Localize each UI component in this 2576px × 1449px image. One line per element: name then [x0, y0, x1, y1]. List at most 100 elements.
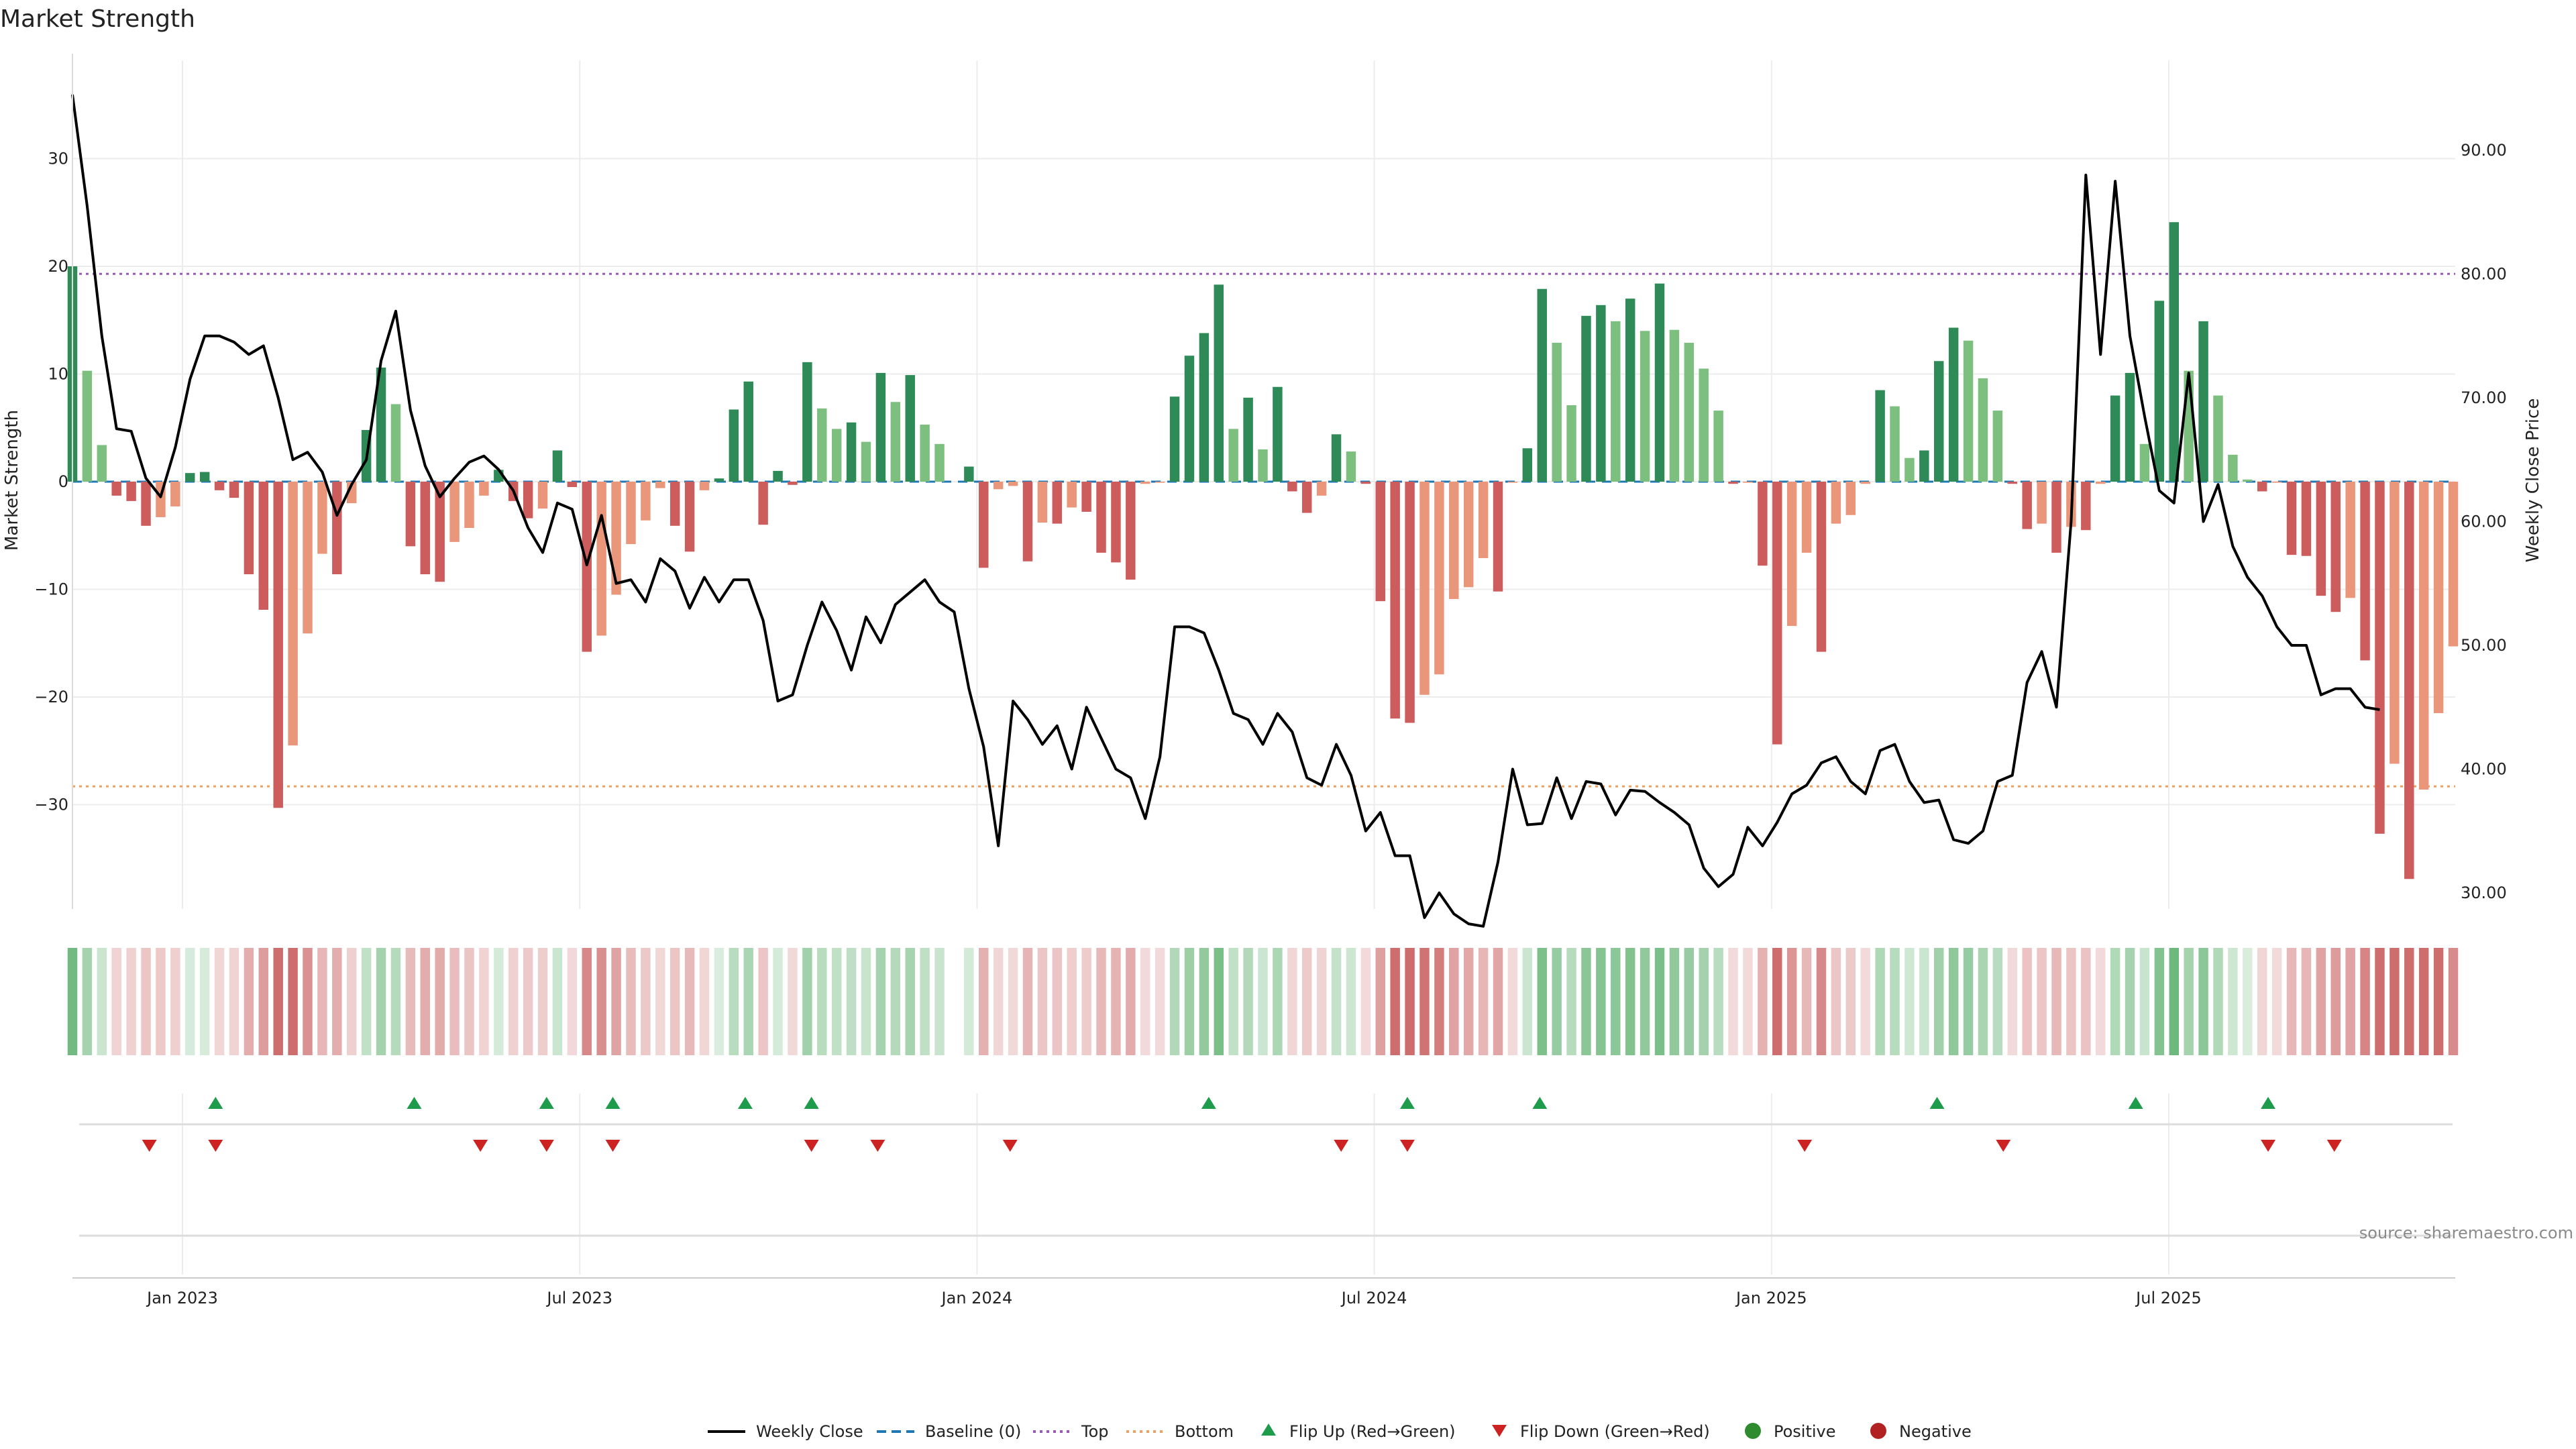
- heat-cell: [537, 948, 548, 1055]
- heat-cell: [817, 948, 827, 1055]
- legend-label: Top: [1081, 1422, 1109, 1441]
- heat-cell: [596, 948, 606, 1055]
- heat-cell: [1978, 948, 1988, 1055]
- strength-bar: [288, 482, 298, 746]
- heat-cell: [361, 948, 372, 1055]
- heat-cell: [449, 948, 460, 1055]
- heat-cell: [1419, 948, 1430, 1055]
- strength-bar: [537, 482, 548, 509]
- strength-bar: [2198, 321, 2208, 482]
- heat-cell: [464, 948, 474, 1055]
- strength-bar: [141, 482, 151, 526]
- strength-bar: [1875, 390, 1885, 482]
- heat-cell: [1537, 948, 1547, 1055]
- strength-bar: [2095, 482, 2106, 484]
- strength-bar: [1625, 299, 1635, 482]
- heat-cell: [1258, 948, 1268, 1055]
- strength-bar: [1346, 451, 1356, 482]
- flip-down-marker: [539, 1140, 554, 1152]
- strength-bar: [846, 422, 857, 482]
- heat-cell: [1067, 948, 1077, 1055]
- heat-cell: [2169, 948, 2179, 1055]
- heat-cell: [1786, 948, 1797, 1055]
- heat-cell: [1934, 948, 1944, 1055]
- strength-bar: [1184, 356, 1195, 482]
- heat-cell: [1199, 948, 1210, 1055]
- strength-bar: [1228, 429, 1238, 482]
- heat-cell: [523, 948, 533, 1055]
- heat-cell: [582, 948, 592, 1055]
- strength-bar: [1052, 482, 1063, 524]
- strength-bar: [2404, 482, 2414, 879]
- heat-cell: [347, 948, 357, 1055]
- strength-bar: [1654, 283, 1665, 482]
- strength-bar: [1684, 342, 1695, 482]
- heat-cell: [2139, 948, 2150, 1055]
- strength-bar: [890, 402, 901, 482]
- strength-bar: [831, 429, 842, 482]
- heat-cell: [258, 948, 269, 1055]
- strength-bar: [1478, 482, 1489, 558]
- legend-label: Negative: [1899, 1422, 1972, 1441]
- strength-bar: [2316, 482, 2326, 596]
- strength-bar: [979, 482, 989, 568]
- heat-cell: [82, 948, 93, 1055]
- chart-title: Market Strength: [0, 5, 195, 33]
- strength-bar: [1390, 482, 1400, 719]
- heat-cell: [1360, 948, 1371, 1055]
- strength-bar: [993, 482, 1004, 490]
- strength-bar: [1081, 482, 1091, 512]
- strength-bar: [1522, 448, 1533, 482]
- heat-cell: [97, 948, 107, 1055]
- source-note: source: sharemaestro.com: [2359, 1224, 2573, 1242]
- heat-cell: [2301, 948, 2312, 1055]
- strength-bar: [449, 482, 460, 542]
- strength-bar: [1713, 411, 1723, 482]
- heat-cell: [1052, 948, 1063, 1055]
- flip-down-marker: [1399, 1140, 1415, 1152]
- strength-bar: [1037, 482, 1048, 523]
- strength-bar: [1919, 450, 1929, 482]
- strength-bar: [669, 482, 680, 526]
- heat-cell: [2448, 948, 2459, 1055]
- weekly-close-line: [71, 94, 2380, 928]
- strength-bar: [1860, 482, 1870, 484]
- legend-label: Positive: [1774, 1422, 1836, 1441]
- heat-cell: [288, 948, 298, 1055]
- heat-cell: [729, 948, 739, 1055]
- heat-cell: [1860, 948, 1870, 1055]
- flip-down-marker: [870, 1140, 885, 1152]
- heat-cell: [669, 948, 680, 1055]
- flip-up-marker: [2128, 1097, 2143, 1109]
- strength-bar: [758, 482, 768, 525]
- heat-cell: [1228, 948, 1238, 1055]
- heat-cell: [479, 948, 489, 1055]
- strength-bar: [2169, 222, 2179, 482]
- strength-bar: [2081, 482, 2091, 531]
- strength-bar: [552, 450, 563, 482]
- axes: 30 20 10 0 −10 −20 −30 90.00 80.00 70.00 60.00 50.0…: [34, 54, 2507, 1307]
- heat-cell: [1243, 948, 1253, 1055]
- strength-bar: [1507, 482, 1518, 483]
- strength-bar: [1111, 482, 1121, 563]
- flip-markers: [79, 1097, 2453, 1237]
- heat-cell: [1699, 948, 1709, 1055]
- heat-cell: [1522, 948, 1533, 1055]
- strength-bar: [1096, 482, 1106, 553]
- heat-cell: [714, 948, 724, 1055]
- heat-cell: [1919, 948, 1929, 1055]
- heat-cell: [2345, 948, 2355, 1055]
- y-tick-label: −10: [34, 580, 68, 599]
- flip-up-marker: [737, 1097, 753, 1109]
- heat-cell: [1331, 948, 1342, 1055]
- heat-cell: [2433, 948, 2444, 1055]
- strength-bar: [1992, 411, 2003, 482]
- heat-cell: [1904, 948, 1915, 1055]
- heat-cell: [1111, 948, 1121, 1055]
- strength-bar: [332, 482, 342, 575]
- legend-swatch: [1870, 1423, 1886, 1439]
- heat-cell: [758, 948, 768, 1055]
- strength-bar: [743, 381, 753, 482]
- strength-bar: [1022, 482, 1033, 561]
- strength-bar: [2448, 482, 2459, 647]
